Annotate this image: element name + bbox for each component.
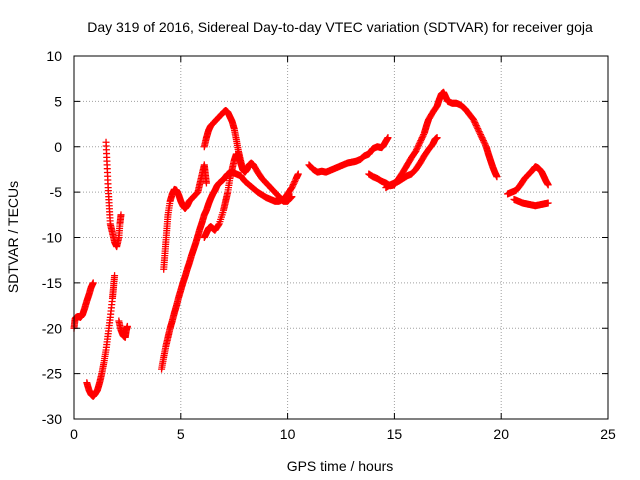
x-axis-label: GPS time / hours [287,458,394,474]
series-arc-5 [158,168,302,373]
data-point [117,211,125,219]
data-point [294,170,302,178]
x-tick-label: 5 [177,426,185,442]
data-point [111,272,119,280]
data-point [478,134,486,142]
data-point [419,132,427,140]
data-point [481,140,489,148]
y-axis-label: SDTVAR / TECUs [5,181,21,293]
series-arc-3 [102,138,125,251]
y-tick-label: -30 [42,411,62,427]
series-arc-11 [382,134,441,192]
data-point [418,134,426,142]
data-point [412,146,420,154]
data-point [470,117,478,125]
data-point [287,193,295,201]
data-point [479,137,487,145]
data-point [417,137,425,145]
data-point [493,173,501,181]
data-point [477,131,485,139]
y-tick-label: 5 [54,93,62,109]
data-point [288,184,296,192]
x-tick-label: 0 [70,426,78,442]
data-point [384,134,392,142]
x-tick-label: 20 [493,426,509,442]
axis-ticks: 0 5 10 15 20 25 -30 -25 -20 -15 -10 -5 0 5 10 [42,48,616,442]
data-point [89,279,97,287]
series-arc-13 [510,195,552,210]
data-point [472,120,480,128]
y-tick-label: -10 [42,230,62,246]
y-tick-label: -15 [42,275,62,291]
series-arc-6 [160,161,210,273]
y-tick-label: -25 [42,366,62,382]
data-point [471,119,479,127]
data-point [413,144,421,152]
series-arc-2 [83,272,119,400]
data-point [416,138,424,146]
data-point [479,135,487,143]
y-tick-label: -5 [50,184,63,200]
data-point [123,322,131,330]
data-point [289,182,297,190]
data-point [474,125,482,133]
data-point [289,181,297,189]
data-point [415,140,423,148]
data-point [414,143,422,151]
data-point [215,221,223,229]
data-point [544,199,552,207]
y-tick-label: -20 [42,320,62,336]
data-point [412,147,420,155]
x-tick-label: 10 [280,426,296,442]
data-point [288,193,296,201]
data-point [474,126,482,134]
data-point [477,132,485,140]
data-point [472,122,480,130]
data-point [417,135,425,143]
series-arc-10 [365,88,501,190]
data-point [476,129,484,137]
data-point [291,178,299,186]
data-point [239,165,247,173]
series-arc-9 [305,134,392,176]
y-tick-label: 10 [46,48,62,64]
data-point [473,123,481,131]
x-tick-label: 25 [600,426,616,442]
data-point [544,181,552,189]
data-point [415,141,423,149]
x-tick-label: 15 [387,426,403,442]
y-tick-label: 0 [54,139,62,155]
data-point [475,128,483,136]
data-points [70,88,552,400]
data-point [469,116,477,124]
chart-title: Day 319 of 2016, Sidereal Day-to-day VTE… [87,19,593,35]
data-point [480,138,488,146]
series-arc-4 [115,317,131,341]
data-point [433,134,441,142]
series-arc-12 [504,163,552,198]
grid-lines [74,56,608,419]
data-point [290,179,298,187]
series-arc-8 [200,106,247,173]
series-arc-1 [70,279,97,332]
data-point [202,179,210,187]
data-point [286,194,294,202]
